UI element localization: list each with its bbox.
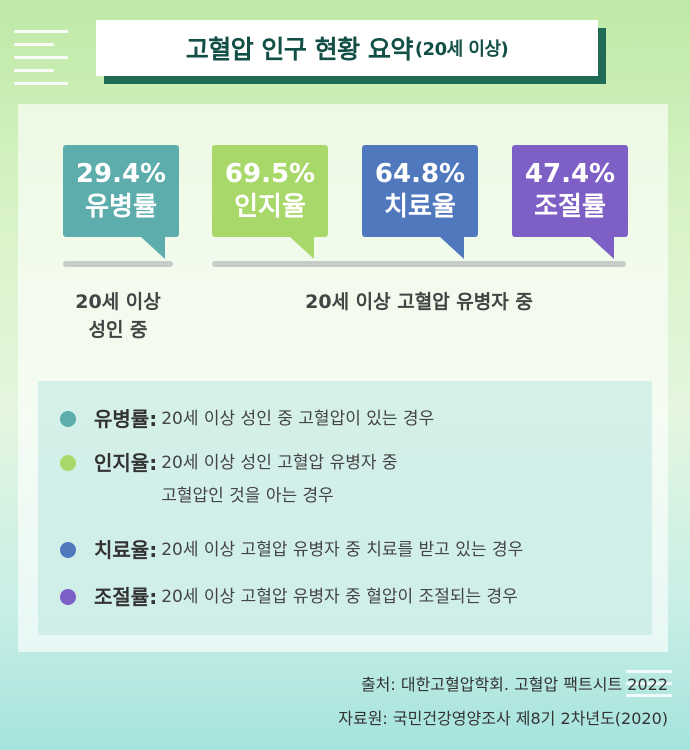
bullet-dot (60, 455, 76, 471)
bullet-dot (60, 589, 76, 605)
definition-item: 인지율: 20세 이상 성인 고혈압 유병자 중 고혈압인 것을 아는 경우 (60, 450, 398, 513)
title-main: 고혈압 인구 현황 요약 (185, 35, 414, 64)
stat-label: 조절률 (534, 192, 606, 222)
decorative-lines (14, 30, 68, 95)
stat-value: 29.4% (75, 159, 167, 189)
definition-term: 조절률: (94, 585, 158, 609)
stat-control-card: 47.4% 조절률 (512, 145, 628, 259)
bullet-dot (60, 411, 76, 427)
page-title: 고혈압 인구 현황 요약 (20세 이상) (96, 20, 598, 76)
divider-left (63, 261, 173, 267)
definition-desc: 20세 이상 고혈압 유병자 중 혈압이 조절되는 경우 (161, 587, 518, 607)
caption-adults: 20세 이상 성인 중 (75, 291, 161, 341)
definition-item: 유병률: 20세 이상 성인 중 고혈압이 있는 경우 (60, 406, 434, 436)
definitions-box: 유병률: 20세 이상 성인 중 고혈압이 있는 경우 인지율: 20세 이상 … (38, 381, 652, 635)
stat-value: 69.5% (224, 159, 316, 189)
title-sub: (20세 이상) (414, 39, 509, 60)
speech-tail (141, 237, 165, 259)
data-source: 자료원: 국민건강영양조사 제8기 2차년도(2020) (338, 709, 668, 728)
definition-desc: 20세 이상 성인 중 고혈압이 있는 경우 (161, 409, 435, 429)
stat-label: 유병률 (85, 192, 157, 222)
definition-desc: 20세 이상 고혈압 유병자 중 치료를 받고 있는 경우 (161, 540, 524, 560)
stat-label: 치료율 (384, 192, 456, 222)
definition-item: 치료율: 20세 이상 고혈압 유병자 중 치료를 받고 있는 경우 (60, 537, 523, 567)
stat-value: 47.4% (524, 159, 616, 189)
speech-tail (290, 237, 314, 259)
stat-awareness-card: 69.5% 인지율 (212, 145, 328, 259)
source-citation: 출처: 대한고혈압학회. 고혈압 팩트시트 2022 (360, 675, 668, 694)
divider-right (212, 261, 626, 267)
decorative-lines-right (626, 670, 672, 706)
definition-term: 유병률: (94, 407, 158, 431)
speech-tail (590, 237, 614, 259)
definition-term: 치료율: (94, 538, 158, 562)
stat-label: 인지율 (234, 192, 306, 222)
stat-prevalence-card: 29.4% 유병률 (63, 145, 179, 259)
caption-patients: 20세 이상 고혈압 유병자 중 (305, 291, 533, 313)
definition-term: 인지율: (94, 451, 158, 475)
definition-desc: 20세 이상 성인 고혈압 유병자 중 고혈압인 것을 아는 경우 (161, 453, 398, 506)
definition-item: 조절률: 20세 이상 고혈압 유병자 중 혈압이 조절되는 경우 (60, 584, 518, 614)
stat-value: 64.8% (374, 159, 466, 189)
speech-tail (440, 237, 464, 259)
bullet-dot (60, 542, 76, 558)
stat-treatment-card: 64.8% 치료율 (362, 145, 478, 259)
